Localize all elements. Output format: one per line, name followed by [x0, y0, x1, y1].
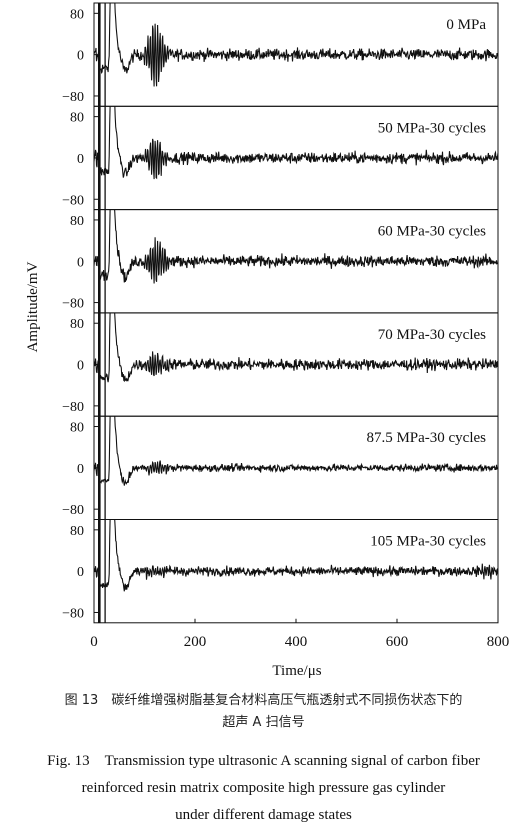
panel-label: 60 MPa-30 cycles [378, 224, 486, 240]
signal-trace [94, 106, 498, 180]
y-tick-label: 80 [70, 214, 84, 229]
y-tick-label: 0 [77, 565, 84, 580]
x-tick-label: 600 [386, 634, 409, 650]
caption-en-line-1: Fig. 13 Transmission type ultrasonic A s… [47, 753, 480, 769]
y-tick-label: −80 [62, 90, 84, 105]
y-tick-label: 80 [70, 421, 84, 436]
panel-6: 80 0 −80 105 MPa-30 cycles [62, 519, 499, 624]
y-tick-label: −80 [62, 606, 84, 621]
panel-5: 80 0 −80 87.5 MPa-30 cycles [62, 415, 499, 521]
panel-3: 80 0 −80 60 MPa-30 cycles [62, 209, 499, 314]
y-tick-label: 0 [77, 255, 84, 270]
x-tick-label: 200 [184, 634, 207, 650]
caption-cn-line-2: 超声 A 扫信号 [222, 715, 305, 730]
y-tick-label: 0 [77, 49, 84, 64]
y-tick-label: −80 [62, 400, 84, 415]
panel-label: 50 MPa-30 cycles [378, 120, 486, 136]
y-axis-label: Amplitude/mV [25, 261, 41, 352]
signal-trace [94, 416, 498, 486]
caption-en-line-3: under different damage states [175, 807, 352, 823]
x-axis-label: Time/μs [272, 663, 321, 679]
panel-2: 80 0 −80 50 MPa-30 cycles [62, 105, 499, 211]
y-tick-label: −80 [62, 193, 84, 208]
signal-trace [94, 3, 498, 87]
y-tick-label: 0 [77, 152, 84, 167]
y-tick-label: 80 [70, 111, 84, 126]
signal-trace [94, 209, 498, 284]
axes-layer: Time/μs Amplitude/mV 0 200 400 600 800 [25, 261, 509, 679]
panel-label: 0 MPa [446, 17, 486, 33]
signal-trace [94, 312, 498, 383]
y-tick-label: 80 [70, 524, 84, 539]
panel-4: 80 0 −80 70 MPa-30 cycles [62, 312, 499, 417]
panel-label: 87.5 MPa-30 cycles [366, 430, 486, 446]
y-tick-label: 0 [77, 359, 84, 374]
x-tick-label: 800 [487, 634, 510, 650]
panel-1: 80 0 −80 0 MPa [62, 2, 499, 107]
panel-label: 105 MPa-30 cycles [370, 534, 486, 550]
caption-chinese: 图 13 碳纤维增强树脂基复合材料高压气瓶透射式不同损伤状态下的 超声 A 扫信… [0, 690, 527, 734]
panels-layer: 80 0 −80 0 MPa 80 0 −80 50 MPa-30 cycles 80 0 −80 6… [62, 2, 499, 624]
y-tick-label: 0 [77, 462, 84, 477]
y-tick-label: −80 [62, 297, 84, 312]
y-tick-label: 80 [70, 7, 84, 22]
caption-english: Fig. 13 Transmission type ultrasonic A s… [0, 748, 527, 829]
signal-trace [94, 519, 498, 592]
x-tick-label: 400 [285, 634, 308, 650]
x-tick-label: 0 [90, 634, 98, 650]
caption-en-line-2: reinforced resin matrix composite high p… [81, 780, 446, 796]
y-tick-label: 80 [70, 317, 84, 332]
panel-label: 70 MPa-30 cycles [378, 327, 486, 343]
caption-cn-line-1: 图 13 碳纤维增强树脂基复合材料高压气瓶透射式不同损伤状态下的 [64, 693, 463, 708]
y-tick-label: −80 [62, 503, 84, 518]
